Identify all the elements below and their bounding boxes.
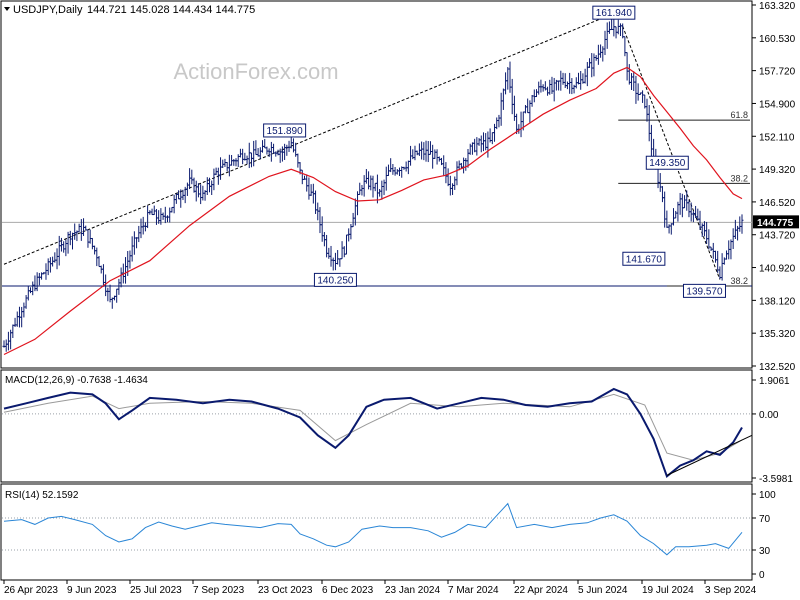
price-annotation: 151.890 (263, 123, 307, 138)
macd-tick-label: -3.5981 (759, 474, 793, 485)
macd-trendline (666, 434, 753, 476)
rsi-tick-label: 30 (759, 546, 771, 557)
x-tick-label: 23 Jan 2024 (385, 585, 440, 596)
price-tick-label: 157.720 (759, 67, 796, 78)
lower-trendline (622, 26, 721, 280)
price-tick-label: 149.320 (759, 165, 796, 176)
price-tick-label: 152.110 (759, 132, 795, 143)
x-tick-label: 6 Dec 2023 (322, 585, 374, 596)
watermark: ActionForex.com (173, 59, 338, 84)
price-annotation-label: 149.350 (649, 158, 686, 169)
ohlc-values: 144.721 145.028 144.434 144.775 (87, 4, 255, 16)
current-price-tag (753, 215, 799, 229)
rsi-panel-frame (0, 483, 753, 581)
macd-chart (2, 387, 753, 478)
rsi-tick-label: 0 (759, 570, 765, 581)
price-tick-label: 138.120 (759, 296, 796, 307)
price-annotation: 141.670 (622, 251, 666, 266)
fib-label: 38.2 (730, 173, 748, 183)
current-price-label: 144.775 (757, 218, 794, 229)
macd-signal-line (3, 393, 743, 461)
price-tick-label: 140.920 (759, 264, 796, 275)
x-tick-label: 25 Jul 2023 (130, 585, 182, 596)
macd-tick-label: 0.00 (759, 410, 779, 421)
x-tick-label: 7 Sep 2023 (193, 585, 245, 596)
x-tick-label: 26 Apr 2023 (4, 585, 58, 596)
x-tick-label: 22 Apr 2024 (514, 585, 568, 596)
price-annotation: 161.940 (592, 5, 636, 20)
x-tick-label: 19 Jul 2024 (642, 585, 694, 596)
x-tick-label: 23 Oct 2023 (258, 585, 313, 596)
x-tick-label: 9 Jun 2023 (67, 585, 117, 596)
price-panel-frame (0, 0, 753, 369)
symbol-title: USDJPY,Daily (13, 4, 83, 16)
fib-label: 38.2 (730, 276, 748, 286)
price-annotation-box (592, 5, 636, 20)
price-tick-label: 135.320 (759, 329, 796, 340)
price-annotation: 139.570 (682, 283, 726, 298)
macd-title: MACD(12,26,9) -0.7638 -1.4634 (5, 375, 148, 386)
rsi-tick-label: 70 (759, 514, 771, 525)
price-annotation-label: 141.670 (626, 254, 663, 265)
axes: 163.320 160.530 157.720 154.900 152.110 149.3… (3, 1, 799, 596)
price-tick-label: 154.900 (759, 99, 796, 110)
price-tick-label: 163.320 (759, 1, 796, 12)
macd-panel-frame (0, 369, 753, 483)
rsi-line (3, 502, 743, 556)
price-annotation-label: 140.250 (317, 275, 354, 286)
macd-tick-label: 1.9061 (759, 376, 790, 387)
price-annotation-label: 161.940 (596, 8, 633, 19)
price-annotation-box (313, 272, 357, 287)
moving-average-line (3, 66, 743, 356)
rsi-tick-label: 100 (759, 490, 776, 501)
price-tick-label: 132.520 (759, 362, 796, 373)
header: USDJPY,Daily 144.721 145.028 144.434 144… (4, 4, 255, 16)
price-annotation-label: 151.890 (267, 126, 304, 137)
price-tick-label: 146.520 (759, 198, 796, 209)
rsi-title: RSI(14) 52.1592 (5, 490, 79, 501)
fib-label: 61.8 (730, 110, 748, 120)
macd-main-line (3, 387, 743, 478)
price-annotation: 140.250 (313, 272, 357, 287)
price-annotation-label: 139.570 (686, 286, 723, 297)
price-annotation-box (622, 251, 666, 266)
price-annotation-box (263, 123, 307, 138)
rsi-chart (2, 502, 752, 556)
dropdown-triangle-icon[interactable] (4, 7, 10, 11)
price-bar (740, 214, 744, 234)
price-annotation: 149.350 (645, 155, 689, 170)
x-tick-label: 7 Mar 2024 (448, 585, 499, 596)
price-annotation-box (682, 283, 726, 298)
price-annotation-box (645, 155, 689, 170)
x-tick-label: 3 Sep 2024 (705, 585, 757, 596)
price-tick-label: 160.530 (759, 34, 796, 45)
price-chart: 61.8 38.2 38.2 161.940 151.890 140.250 149.350… (2, 5, 752, 356)
price-tick-label: 143.720 (759, 231, 796, 242)
x-tick-label: 5 Jun 2024 (578, 585, 628, 596)
